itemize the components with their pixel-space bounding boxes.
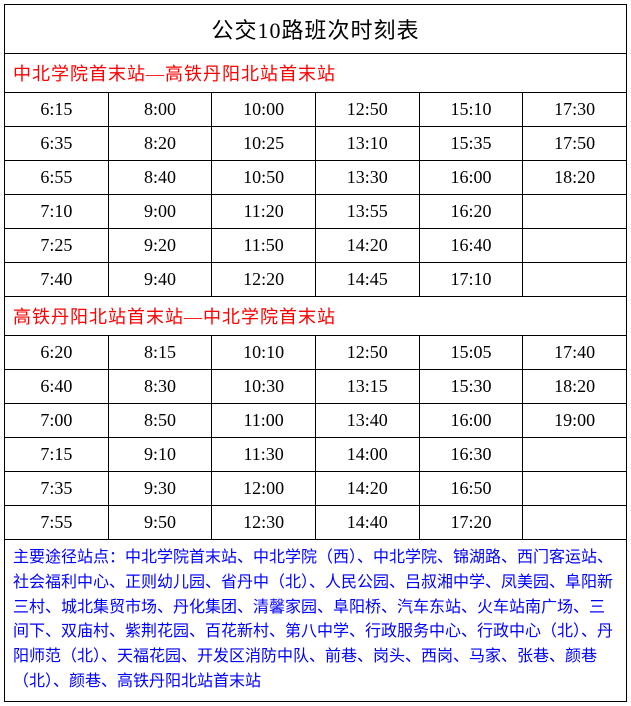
time-cell: 13:30	[315, 161, 419, 195]
time-cell: 14:20	[315, 229, 419, 263]
time-cell	[523, 195, 627, 229]
time-row: 7:409:4012:2014:4517:10	[5, 263, 627, 297]
time-cell: 9:50	[108, 506, 212, 540]
time-cell: 7:40	[5, 263, 109, 297]
time-row: 7:359:3012:0014:2016:50	[5, 472, 627, 506]
section-heading-1: 中北学院首末站—高铁丹阳北站首末站	[5, 54, 627, 93]
time-cell: 12:20	[212, 263, 316, 297]
time-cell: 6:20	[5, 336, 109, 370]
time-cell: 16:00	[419, 161, 523, 195]
time-cell: 16:20	[419, 195, 523, 229]
time-cell: 13:55	[315, 195, 419, 229]
time-cell: 18:20	[523, 161, 627, 195]
time-cell	[523, 438, 627, 472]
time-cell: 15:05	[419, 336, 523, 370]
time-cell: 12:50	[315, 336, 419, 370]
time-cell: 7:00	[5, 404, 109, 438]
time-cell	[523, 229, 627, 263]
time-cell: 9:00	[108, 195, 212, 229]
time-cell: 13:40	[315, 404, 419, 438]
time-cell: 7:10	[5, 195, 109, 229]
time-row: 7:259:2011:5014:2016:40	[5, 229, 627, 263]
time-cell: 8:00	[108, 93, 212, 127]
time-cell: 18:20	[523, 370, 627, 404]
time-cell: 13:10	[315, 127, 419, 161]
time-row: 7:008:5011:0013:4016:0019:00	[5, 404, 627, 438]
time-cell: 7:35	[5, 472, 109, 506]
time-cell: 10:25	[212, 127, 316, 161]
time-cell: 9:40	[108, 263, 212, 297]
time-cell: 15:35	[419, 127, 523, 161]
time-cell: 12:30	[212, 506, 316, 540]
time-cell: 15:10	[419, 93, 523, 127]
time-cell: 14:40	[315, 506, 419, 540]
time-cell: 6:40	[5, 370, 109, 404]
time-cell: 9:20	[108, 229, 212, 263]
time-cell: 11:20	[212, 195, 316, 229]
time-cell: 16:40	[419, 229, 523, 263]
time-row: 7:109:0011:2013:5516:20	[5, 195, 627, 229]
time-cell: 10:00	[212, 93, 316, 127]
table-title: 公交10路班次时刻表	[5, 5, 627, 54]
time-cell	[523, 506, 627, 540]
time-cell: 12:00	[212, 472, 316, 506]
time-cell: 16:50	[419, 472, 523, 506]
time-cell: 8:40	[108, 161, 212, 195]
section-heading-2: 高铁丹阳北站首末站—中北学院首末站	[5, 297, 627, 336]
time-cell: 17:10	[419, 263, 523, 297]
time-row: 6:408:3010:3013:1515:3018:20	[5, 370, 627, 404]
time-cell: 11:50	[212, 229, 316, 263]
time-row: 6:158:0010:0012:5015:1017:30	[5, 93, 627, 127]
time-cell: 16:00	[419, 404, 523, 438]
time-row: 6:208:1510:1012:5015:0517:40	[5, 336, 627, 370]
time-cell: 17:40	[523, 336, 627, 370]
time-row: 6:558:4010:5013:3016:0018:20	[5, 161, 627, 195]
time-cell: 11:00	[212, 404, 316, 438]
time-cell: 13:15	[315, 370, 419, 404]
time-cell: 7:15	[5, 438, 109, 472]
time-cell	[523, 263, 627, 297]
time-row: 7:559:5012:3014:4017:20	[5, 506, 627, 540]
time-cell: 14:20	[315, 472, 419, 506]
time-cell: 10:10	[212, 336, 316, 370]
time-cell: 8:15	[108, 336, 212, 370]
time-cell: 9:30	[108, 472, 212, 506]
time-cell: 14:00	[315, 438, 419, 472]
time-cell: 19:00	[523, 404, 627, 438]
time-cell: 9:10	[108, 438, 212, 472]
time-cell: 12:50	[315, 93, 419, 127]
time-cell: 17:30	[523, 93, 627, 127]
time-cell: 8:30	[108, 370, 212, 404]
time-cell	[523, 472, 627, 506]
time-cell: 6:35	[5, 127, 109, 161]
time-cell: 8:50	[108, 404, 212, 438]
time-cell: 8:20	[108, 127, 212, 161]
time-cell: 14:45	[315, 263, 419, 297]
time-cell: 10:30	[212, 370, 316, 404]
time-cell: 7:55	[5, 506, 109, 540]
time-cell: 16:30	[419, 438, 523, 472]
time-row: 7:159:1011:3014:0016:30	[5, 438, 627, 472]
time-cell: 11:30	[212, 438, 316, 472]
time-cell: 7:25	[5, 229, 109, 263]
time-cell: 15:30	[419, 370, 523, 404]
time-cell: 17:20	[419, 506, 523, 540]
time-cell: 17:50	[523, 127, 627, 161]
stops-text: 主要途径站点：中北学院首末站、中北学院（西）、中北学院、锦湖路、西门客运站、社会…	[5, 540, 627, 702]
time-cell: 6:55	[5, 161, 109, 195]
time-row: 6:358:2010:2513:1015:3517:50	[5, 127, 627, 161]
timetable: 公交10路班次时刻表 中北学院首末站—高铁丹阳北站首末站 6:158:0010:…	[4, 4, 627, 702]
time-cell: 6:15	[5, 93, 109, 127]
time-cell: 10:50	[212, 161, 316, 195]
